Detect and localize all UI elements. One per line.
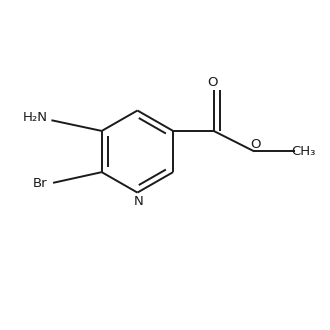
Text: N: N — [134, 195, 144, 208]
Text: CH₃: CH₃ — [292, 145, 316, 158]
Text: H₂N: H₂N — [23, 111, 48, 124]
Text: O: O — [250, 138, 260, 151]
Text: O: O — [207, 76, 217, 89]
Text: Br: Br — [33, 177, 47, 190]
